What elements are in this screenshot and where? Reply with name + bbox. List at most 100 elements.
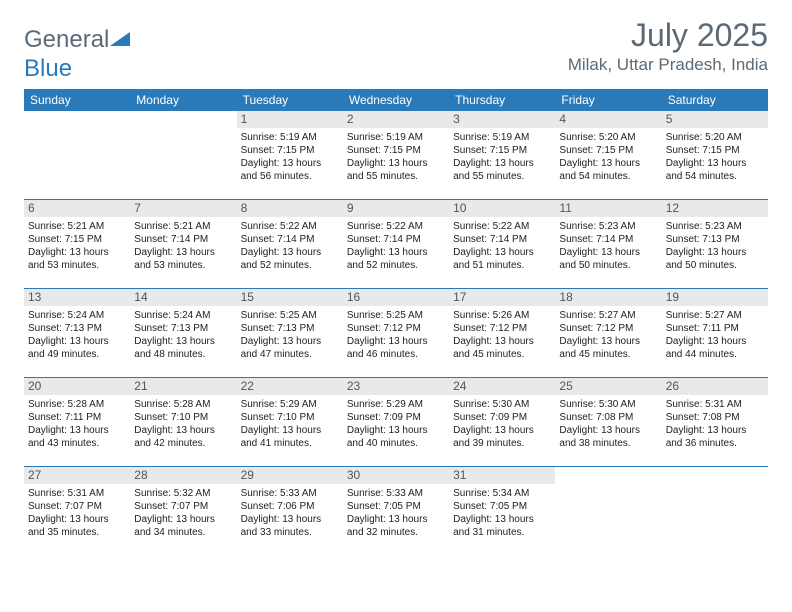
sunset-line: Sunset: 7:08 PM xyxy=(666,411,764,424)
sunset-line: Sunset: 7:15 PM xyxy=(241,144,339,157)
calendar-cell: 21Sunrise: 5:28 AMSunset: 7:10 PMDayligh… xyxy=(130,378,236,466)
sunset-line: Sunset: 7:13 PM xyxy=(28,322,126,335)
calendar-cell: 31Sunrise: 5:34 AMSunset: 7:05 PMDayligh… xyxy=(449,467,555,555)
calendar-cell: 9Sunrise: 5:22 AMSunset: 7:14 PMDaylight… xyxy=(343,200,449,288)
calendar-cell: 1Sunrise: 5:19 AMSunset: 7:15 PMDaylight… xyxy=(237,111,343,199)
calendar-cell: 5Sunrise: 5:20 AMSunset: 7:15 PMDaylight… xyxy=(662,111,768,199)
sunrise-line: Sunrise: 5:28 AM xyxy=(134,398,232,411)
sunset-line: Sunset: 7:05 PM xyxy=(347,500,445,513)
sunrise-line: Sunrise: 5:22 AM xyxy=(347,220,445,233)
calendar-cell: 30Sunrise: 5:33 AMSunset: 7:05 PMDayligh… xyxy=(343,467,449,555)
day-number: 8 xyxy=(237,200,343,218)
cell-content: Sunrise: 5:31 AMSunset: 7:08 PMDaylight:… xyxy=(662,396,768,454)
sunrise-line: Sunrise: 5:29 AM xyxy=(347,398,445,411)
sunrise-line: Sunrise: 5:19 AM xyxy=(347,131,445,144)
daylight-line: Daylight: 13 hours and 45 minutes. xyxy=(453,335,551,361)
daylight-line: Daylight: 13 hours and 52 minutes. xyxy=(347,246,445,272)
cell-content: Sunrise: 5:30 AMSunset: 7:09 PMDaylight:… xyxy=(449,396,555,454)
cell-content: Sunrise: 5:33 AMSunset: 7:05 PMDaylight:… xyxy=(343,485,449,543)
calendar-cell: 24Sunrise: 5:30 AMSunset: 7:09 PMDayligh… xyxy=(449,378,555,466)
title-block: July 2025 Milak, Uttar Pradesh, India xyxy=(568,18,768,75)
daylight-line: Daylight: 13 hours and 54 minutes. xyxy=(666,157,764,183)
cell-content: Sunrise: 5:20 AMSunset: 7:15 PMDaylight:… xyxy=(555,129,661,187)
daylight-line: Daylight: 13 hours and 31 minutes. xyxy=(453,513,551,539)
daylight-line: Daylight: 13 hours and 55 minutes. xyxy=(453,157,551,183)
sunrise-line: Sunrise: 5:30 AM xyxy=(453,398,551,411)
day-number: 24 xyxy=(449,378,555,396)
cell-content: Sunrise: 5:26 AMSunset: 7:12 PMDaylight:… xyxy=(449,307,555,365)
sunset-line: Sunset: 7:06 PM xyxy=(241,500,339,513)
sunrise-line: Sunrise: 5:23 AM xyxy=(559,220,657,233)
sunrise-line: Sunrise: 5:28 AM xyxy=(28,398,126,411)
cell-content: Sunrise: 5:24 AMSunset: 7:13 PMDaylight:… xyxy=(24,307,130,365)
day-number: 15 xyxy=(237,289,343,307)
daylight-line: Daylight: 13 hours and 34 minutes. xyxy=(134,513,232,539)
cell-content: Sunrise: 5:33 AMSunset: 7:06 PMDaylight:… xyxy=(237,485,343,543)
sunset-line: Sunset: 7:12 PM xyxy=(347,322,445,335)
sunset-line: Sunset: 7:13 PM xyxy=(666,233,764,246)
calendar-cell: 22Sunrise: 5:29 AMSunset: 7:10 PMDayligh… xyxy=(237,378,343,466)
sunrise-line: Sunrise: 5:22 AM xyxy=(241,220,339,233)
cell-content: Sunrise: 5:19 AMSunset: 7:15 PMDaylight:… xyxy=(237,129,343,187)
sunrise-line: Sunrise: 5:30 AM xyxy=(559,398,657,411)
cell-content: Sunrise: 5:32 AMSunset: 7:07 PMDaylight:… xyxy=(130,485,236,543)
day-header: Monday xyxy=(130,89,236,111)
day-number: 3 xyxy=(449,111,555,129)
cell-content: Sunrise: 5:25 AMSunset: 7:13 PMDaylight:… xyxy=(237,307,343,365)
daylight-line: Daylight: 13 hours and 56 minutes. xyxy=(241,157,339,183)
sunset-line: Sunset: 7:14 PM xyxy=(347,233,445,246)
cell-content: Sunrise: 5:21 AMSunset: 7:15 PMDaylight:… xyxy=(24,218,130,276)
day-number: 22 xyxy=(237,378,343,396)
daylight-line: Daylight: 13 hours and 35 minutes. xyxy=(28,513,126,539)
daylight-line: Daylight: 13 hours and 48 minutes. xyxy=(134,335,232,361)
sunrise-line: Sunrise: 5:25 AM xyxy=(347,309,445,322)
calendar-cell: 7Sunrise: 5:21 AMSunset: 7:14 PMDaylight… xyxy=(130,200,236,288)
daylight-line: Daylight: 13 hours and 50 minutes. xyxy=(559,246,657,272)
cell-content: Sunrise: 5:20 AMSunset: 7:15 PMDaylight:… xyxy=(662,129,768,187)
calendar-cell: 3Sunrise: 5:19 AMSunset: 7:15 PMDaylight… xyxy=(449,111,555,199)
day-number: 31 xyxy=(449,467,555,485)
cell-content: Sunrise: 5:23 AMSunset: 7:14 PMDaylight:… xyxy=(555,218,661,276)
sunrise-line: Sunrise: 5:33 AM xyxy=(241,487,339,500)
day-number: 27 xyxy=(24,467,130,485)
day-number: 16 xyxy=(343,289,449,307)
daylight-line: Daylight: 13 hours and 47 minutes. xyxy=(241,335,339,361)
day-number: 1 xyxy=(237,111,343,129)
daylight-line: Daylight: 13 hours and 32 minutes. xyxy=(347,513,445,539)
day-number: 10 xyxy=(449,200,555,218)
day-header: Wednesday xyxy=(343,89,449,111)
day-number: 14 xyxy=(130,289,236,307)
logo-part2: Blue xyxy=(24,55,72,82)
daylight-line: Daylight: 13 hours and 52 minutes. xyxy=(241,246,339,272)
sunset-line: Sunset: 7:14 PM xyxy=(134,233,232,246)
sunrise-line: Sunrise: 5:20 AM xyxy=(559,131,657,144)
logo-part1: General xyxy=(24,26,109,53)
day-number: 5 xyxy=(662,111,768,129)
day-number: 20 xyxy=(24,378,130,396)
day-number: 2 xyxy=(343,111,449,129)
day-number: 23 xyxy=(343,378,449,396)
sunrise-line: Sunrise: 5:24 AM xyxy=(28,309,126,322)
daylight-line: Daylight: 13 hours and 36 minutes. xyxy=(666,424,764,450)
day-number: 12 xyxy=(662,200,768,218)
logo: GeneralBlue xyxy=(24,18,131,83)
daylight-line: Daylight: 13 hours and 42 minutes. xyxy=(134,424,232,450)
sunset-line: Sunset: 7:07 PM xyxy=(28,500,126,513)
sunrise-line: Sunrise: 5:21 AM xyxy=(28,220,126,233)
calendar-cell: 12Sunrise: 5:23 AMSunset: 7:13 PMDayligh… xyxy=(662,200,768,288)
sunrise-line: Sunrise: 5:19 AM xyxy=(453,131,551,144)
day-number: 7 xyxy=(130,200,236,218)
cell-content: Sunrise: 5:21 AMSunset: 7:14 PMDaylight:… xyxy=(130,218,236,276)
sunset-line: Sunset: 7:10 PM xyxy=(134,411,232,424)
daylight-line: Daylight: 13 hours and 44 minutes. xyxy=(666,335,764,361)
month-title: July 2025 xyxy=(568,18,768,53)
cell-content: Sunrise: 5:27 AMSunset: 7:12 PMDaylight:… xyxy=(555,307,661,365)
sunset-line: Sunset: 7:12 PM xyxy=(453,322,551,335)
sunrise-line: Sunrise: 5:24 AM xyxy=(134,309,232,322)
day-number: 13 xyxy=(24,289,130,307)
sunrise-line: Sunrise: 5:25 AM xyxy=(241,309,339,322)
sunrise-line: Sunrise: 5:22 AM xyxy=(453,220,551,233)
calendar-cell: 23Sunrise: 5:29 AMSunset: 7:09 PMDayligh… xyxy=(343,378,449,466)
calendar-week: 6Sunrise: 5:21 AMSunset: 7:15 PMDaylight… xyxy=(24,200,768,289)
calendar-cell: 19Sunrise: 5:27 AMSunset: 7:11 PMDayligh… xyxy=(662,289,768,377)
